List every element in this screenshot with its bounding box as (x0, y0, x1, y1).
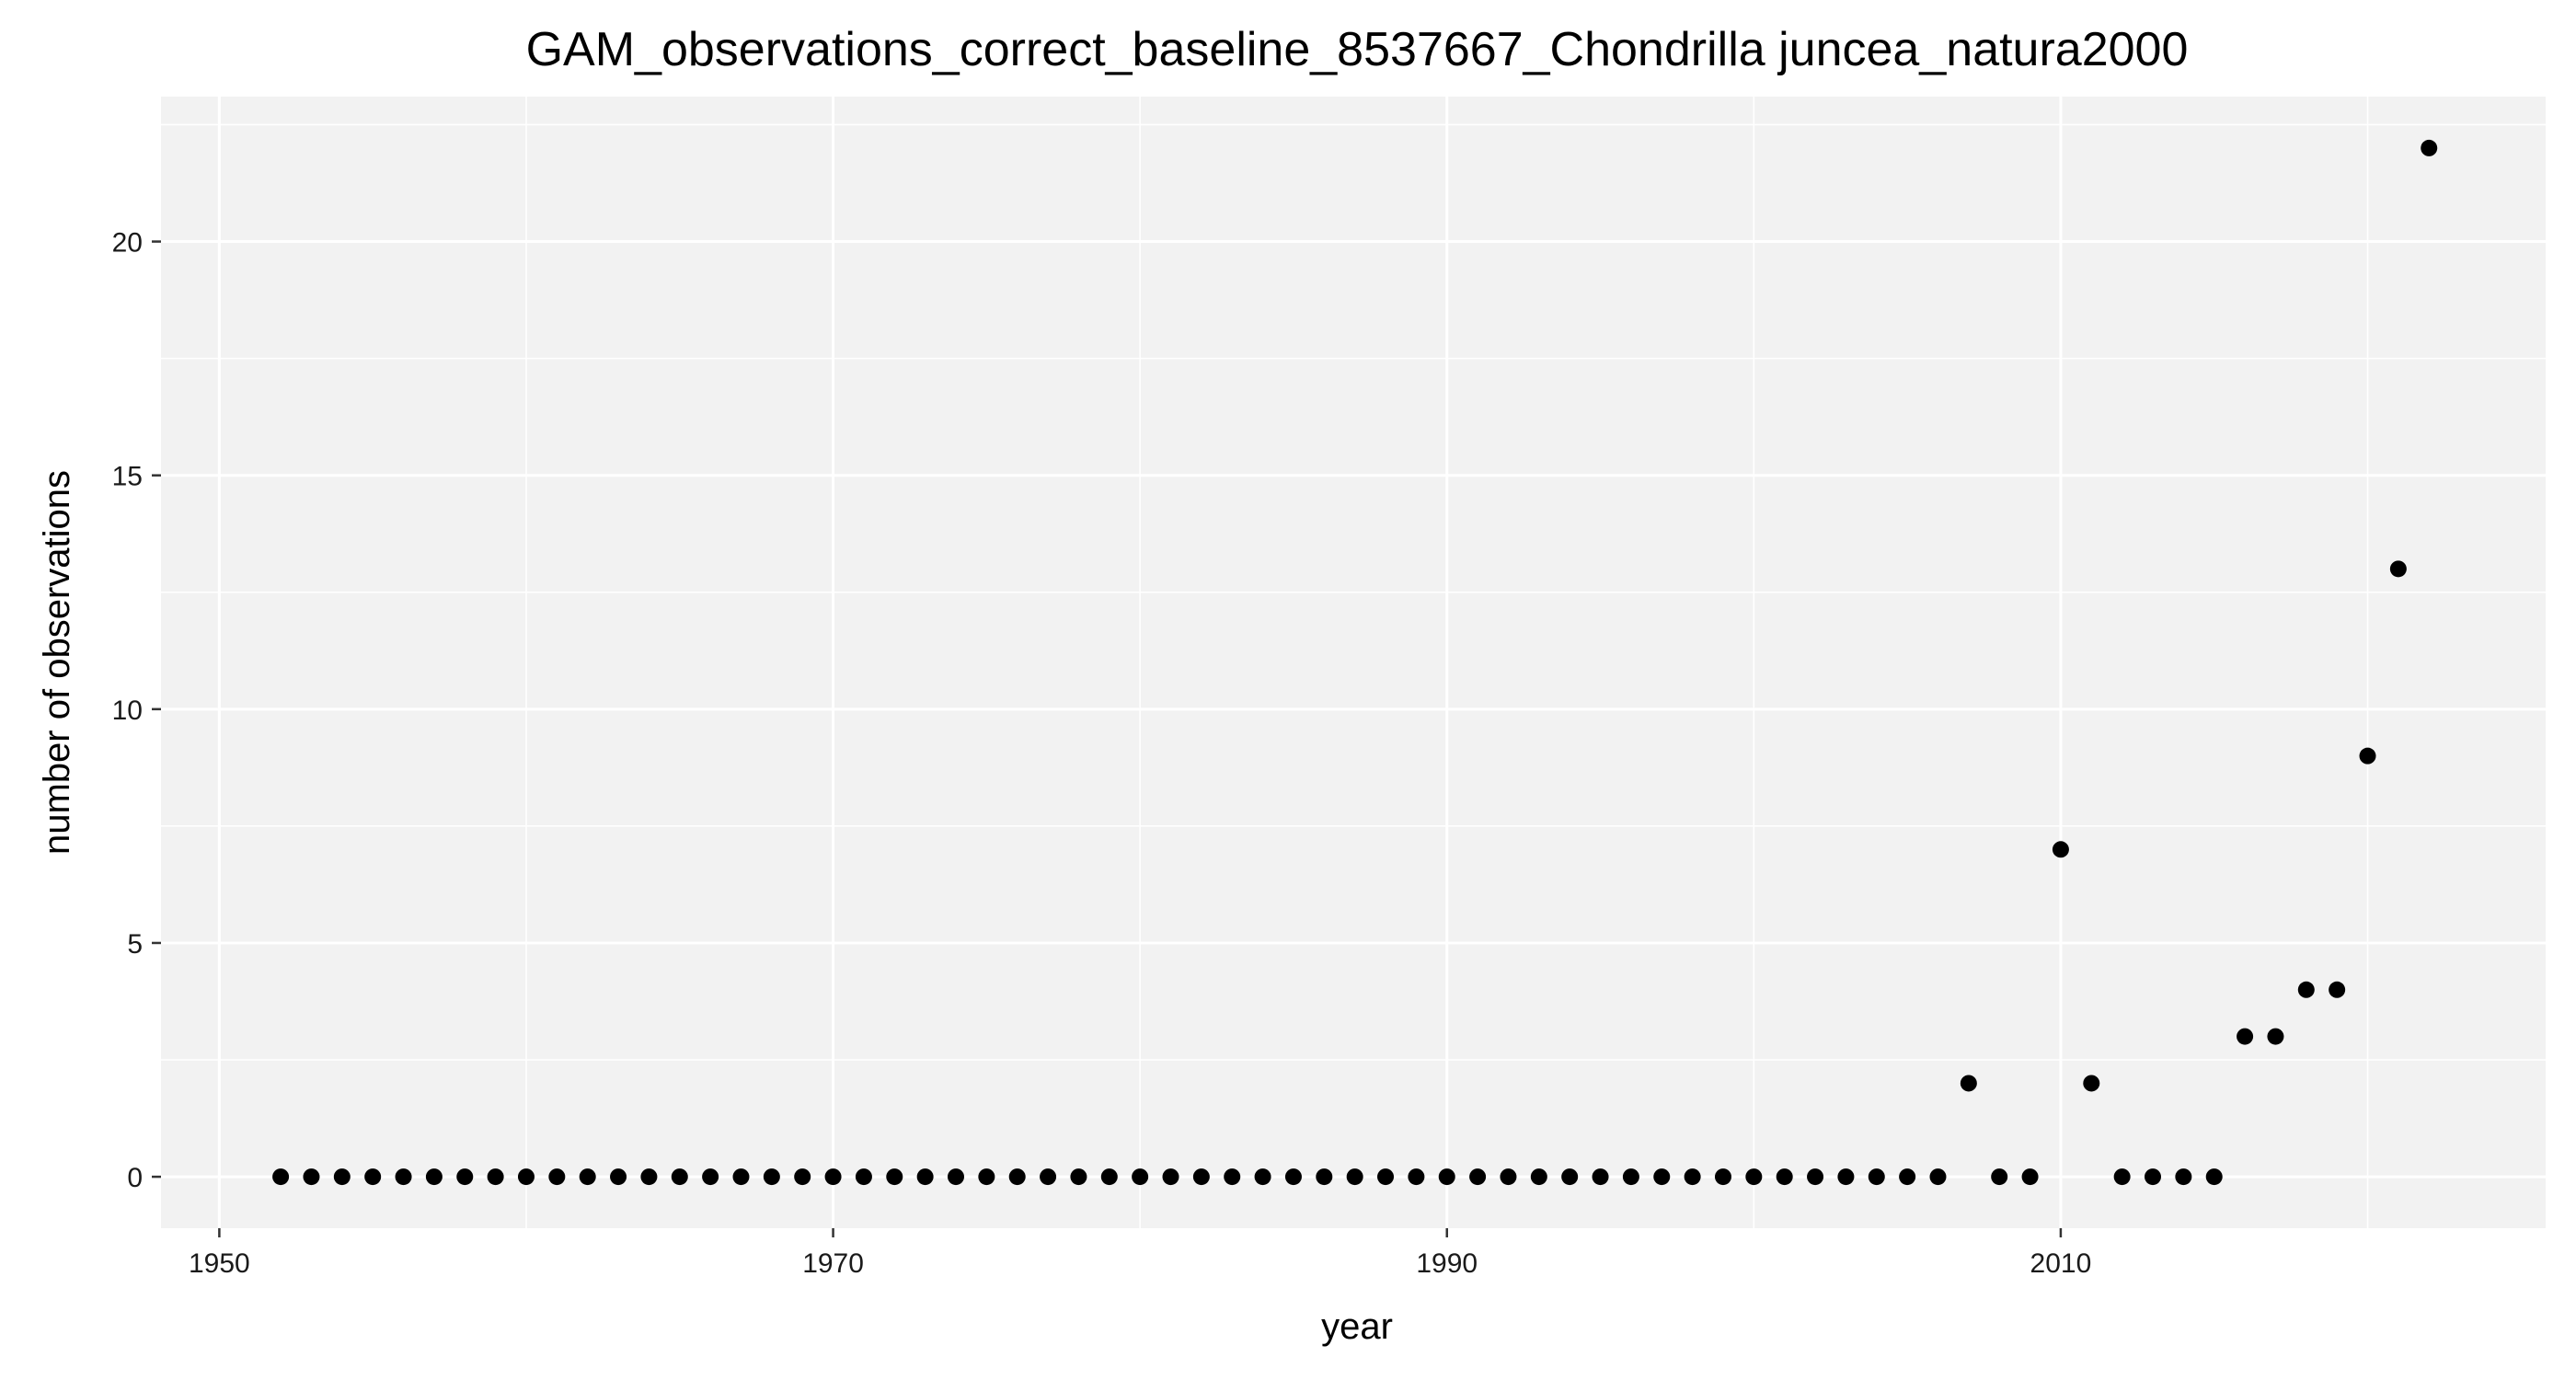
y-tick-label: 15 (112, 462, 143, 492)
data-point (2329, 981, 2346, 998)
data-point (1653, 1168, 1671, 1186)
data-point (456, 1168, 474, 1186)
y-tick-label: 20 (112, 228, 143, 259)
data-point (1316, 1168, 1333, 1186)
data-point (2145, 1168, 2162, 1186)
data-point (2083, 1075, 2100, 1092)
data-point (1837, 1168, 1855, 1186)
data-point (610, 1168, 627, 1186)
data-point (732, 1168, 750, 1186)
data-point (1530, 1168, 1547, 1186)
data-point (1132, 1168, 1149, 1186)
data-point (1592, 1168, 1609, 1186)
x-tick-label: 1970 (802, 1248, 864, 1279)
data-point (1561, 1168, 1579, 1186)
x-axis-tick-labels: 1950 1970 1990 2010 (189, 1248, 2091, 1279)
data-point (1960, 1075, 1977, 1092)
y-axis-title: number of observations (37, 470, 77, 855)
data-point (1469, 1168, 1487, 1186)
x-tick-label: 1990 (1416, 1248, 1478, 1279)
data-point (1284, 1168, 1302, 1186)
data-point (2297, 981, 2315, 998)
data-point (1929, 1168, 1947, 1186)
x-tick-label: 2010 (2030, 1248, 2092, 1279)
data-point (886, 1168, 903, 1186)
data-point (1224, 1168, 1241, 1186)
data-point (487, 1168, 504, 1186)
data-point (579, 1168, 596, 1186)
data-point (395, 1168, 412, 1186)
data-point (1100, 1168, 1118, 1186)
data-point (2175, 1168, 2192, 1186)
data-point (763, 1168, 780, 1186)
data-point (702, 1168, 719, 1186)
data-point (2205, 1168, 2223, 1186)
data-point (1008, 1168, 1026, 1186)
data-point (548, 1168, 566, 1186)
data-point (2421, 139, 2438, 156)
data-point (2267, 1028, 2284, 1045)
data-point (671, 1168, 688, 1186)
data-point (1807, 1168, 1824, 1186)
data-point (1070, 1168, 1087, 1186)
data-point (640, 1168, 658, 1186)
data-point (1254, 1168, 1271, 1186)
axis-ticks (152, 240, 2063, 1237)
data-point (333, 1168, 351, 1186)
data-point (1622, 1168, 1639, 1186)
y-tick-label: 0 (127, 1163, 143, 1193)
data-point (2052, 841, 2069, 858)
data-point (2237, 1028, 2254, 1045)
data-point (2021, 1168, 2039, 1186)
data-point (364, 1168, 382, 1186)
data-point (1991, 1168, 2008, 1186)
chart-title: GAM_observations_correct_baseline_853766… (526, 23, 2189, 76)
data-point (948, 1168, 964, 1186)
data-point (1868, 1168, 1885, 1186)
data-point (794, 1168, 811, 1186)
data-point (2389, 560, 2407, 578)
data-point (1714, 1168, 1731, 1186)
y-axis-tick-labels: 0 5 10 15 20 (112, 228, 143, 1194)
data-point (2113, 1168, 2131, 1186)
data-point (1346, 1168, 1363, 1186)
data-point (978, 1168, 995, 1186)
minor-gridlines (161, 97, 2546, 1228)
data-point (855, 1168, 872, 1186)
data-point (1408, 1168, 1425, 1186)
data-points (272, 139, 2438, 1186)
data-point (916, 1168, 934, 1186)
x-axis-title: year (1321, 1306, 1393, 1347)
data-point (272, 1168, 290, 1186)
x-tick-label: 1950 (189, 1248, 250, 1279)
data-point (1745, 1168, 1763, 1186)
data-point (824, 1168, 842, 1186)
data-point (1377, 1168, 1395, 1186)
y-tick-label: 5 (127, 929, 143, 960)
data-point (1438, 1168, 1455, 1186)
data-point (1899, 1168, 1916, 1186)
data-point (1776, 1168, 1793, 1186)
data-point (303, 1168, 320, 1186)
data-point (1684, 1168, 1701, 1186)
data-point (1040, 1168, 1057, 1186)
data-point (1500, 1168, 1517, 1186)
plot-panel (161, 97, 2546, 1228)
data-point (425, 1168, 443, 1186)
y-tick-label: 10 (112, 696, 143, 726)
data-point (1192, 1168, 1210, 1186)
data-point (517, 1168, 535, 1186)
data-point (2359, 747, 2376, 765)
data-point (1162, 1168, 1179, 1186)
